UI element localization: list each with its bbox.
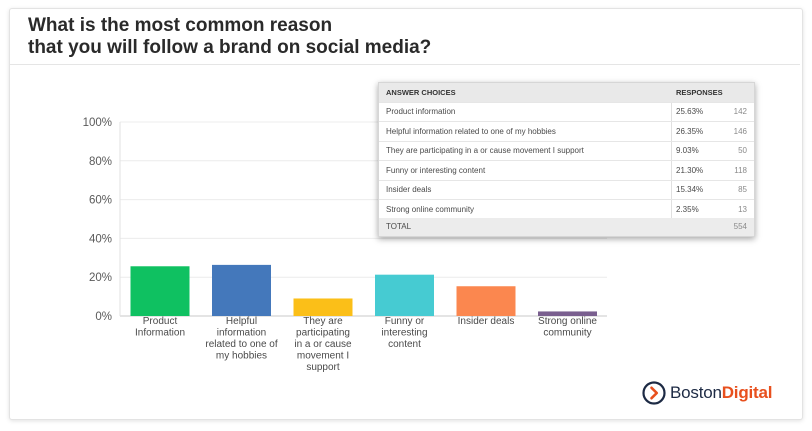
y-tick-label: 80% bbox=[89, 156, 112, 168]
table-row: Strong online community 2.35% 13 bbox=[379, 200, 754, 220]
table-total-row: TOTAL 554 bbox=[379, 218, 754, 236]
row-percent: 9.03% bbox=[676, 146, 699, 155]
x-tick-label: Insider deals bbox=[458, 316, 515, 327]
x-tick-label: Strong online community bbox=[538, 316, 597, 339]
x-tick-label: Product Information bbox=[135, 316, 185, 339]
header-responses: RESPONSES bbox=[676, 88, 723, 97]
row-percent: 2.35% bbox=[676, 204, 699, 214]
x-tick-label-line: Product bbox=[143, 316, 178, 327]
row-count: 118 bbox=[734, 165, 747, 175]
y-tick-label: 0% bbox=[95, 311, 112, 323]
bar-2 bbox=[212, 264, 271, 316]
bar-3 bbox=[293, 298, 353, 316]
x-tick-label-line: Information bbox=[135, 328, 185, 339]
boston-digital-logo: BostonDigital bbox=[642, 376, 790, 410]
total-label: TOTAL bbox=[386, 222, 412, 231]
table-row: Insider deals 15.34% 85 bbox=[379, 180, 754, 200]
row-label: Helpful information related to one of my… bbox=[386, 126, 556, 136]
x-tick-label-line: Insider deals bbox=[458, 316, 515, 327]
row-percent: 26.35% bbox=[676, 126, 704, 136]
row-percent: 21.30% bbox=[676, 165, 704, 175]
row-label: Product information bbox=[386, 107, 456, 116]
x-tick-label: Helpful information related to one of my ho… bbox=[205, 316, 277, 362]
row-count: 13 bbox=[738, 204, 747, 214]
row-label: Strong online community bbox=[386, 204, 475, 214]
x-tick-label-line: Helpful bbox=[226, 316, 257, 327]
title-line-1: What is the most common reason bbox=[28, 15, 333, 36]
total-count: 554 bbox=[733, 222, 747, 231]
row-label: They are participating in a or cause mov… bbox=[386, 146, 584, 155]
header-answer-choices: ANSWER CHOICES bbox=[386, 88, 456, 97]
row-count: 85 bbox=[738, 185, 747, 194]
row-percent: 15.34% bbox=[676, 185, 704, 194]
logo-word-digital: Digital bbox=[721, 383, 773, 402]
table-row: Product information 25.63% 142 bbox=[379, 102, 754, 122]
y-tick-label: 40% bbox=[89, 233, 112, 245]
table-row: Helpful information related to one of my… bbox=[379, 122, 754, 142]
x-tick-label-line: related to one of bbox=[205, 339, 277, 350]
x-tick-label-line: community bbox=[543, 328, 591, 339]
row-count: 142 bbox=[733, 107, 747, 116]
responses-table: ANSWER CHOICES RESPONSES Product informa… bbox=[378, 82, 755, 237]
logo-word-boston: Boston bbox=[670, 383, 722, 402]
row-count: 50 bbox=[738, 146, 747, 155]
title-divider bbox=[10, 64, 800, 65]
table-row: They are participating in a or cause mov… bbox=[379, 141, 754, 161]
row-label: Funny or interesting content bbox=[386, 165, 486, 175]
x-tick-label-line: Funny or bbox=[385, 316, 425, 327]
table-header-row: ANSWER CHOICES RESPONSES bbox=[379, 83, 754, 103]
x-tick-label-line: They are bbox=[303, 316, 343, 327]
x-tick-label-line: support bbox=[306, 362, 340, 373]
chart-title: What is the most common reason that you … bbox=[28, 15, 431, 59]
x-tick-label-line: movement I bbox=[297, 351, 349, 362]
x-tick-label-line: my hobbies bbox=[216, 351, 267, 362]
row-count: 146 bbox=[733, 126, 747, 136]
x-tick-label: They are participating in a or cause moveme… bbox=[294, 316, 352, 373]
bar-1 bbox=[130, 266, 190, 316]
x-tick-label-line: information bbox=[217, 328, 266, 339]
x-tick-label-line: content bbox=[388, 339, 421, 350]
x-tick-label-line: in a or cause bbox=[294, 339, 352, 350]
bar-4 bbox=[375, 274, 434, 316]
row-percent: 25.63% bbox=[676, 107, 704, 116]
x-tick-label: Funny or interesting content bbox=[381, 316, 427, 350]
y-tick-label: 100% bbox=[83, 117, 112, 129]
table-column-divider bbox=[671, 83, 672, 236]
x-tick-label-line: interesting bbox=[381, 328, 427, 339]
x-tick-label-line: Strong online bbox=[538, 316, 597, 327]
table-row: Funny or interesting content 21.30% 118 bbox=[379, 161, 754, 181]
x-tick-label-line: participating bbox=[296, 328, 350, 339]
title-line-2: that you will follow a brand on social m… bbox=[28, 37, 432, 58]
row-label: Insider deals bbox=[386, 185, 432, 194]
y-tick-label: 20% bbox=[89, 272, 112, 284]
bar-5 bbox=[456, 286, 516, 316]
bar-6 bbox=[538, 311, 597, 316]
logo-mark-icon bbox=[642, 381, 666, 405]
logo-wordmark: BostonDigital bbox=[670, 383, 772, 403]
y-tick-label: 60% bbox=[89, 195, 112, 207]
